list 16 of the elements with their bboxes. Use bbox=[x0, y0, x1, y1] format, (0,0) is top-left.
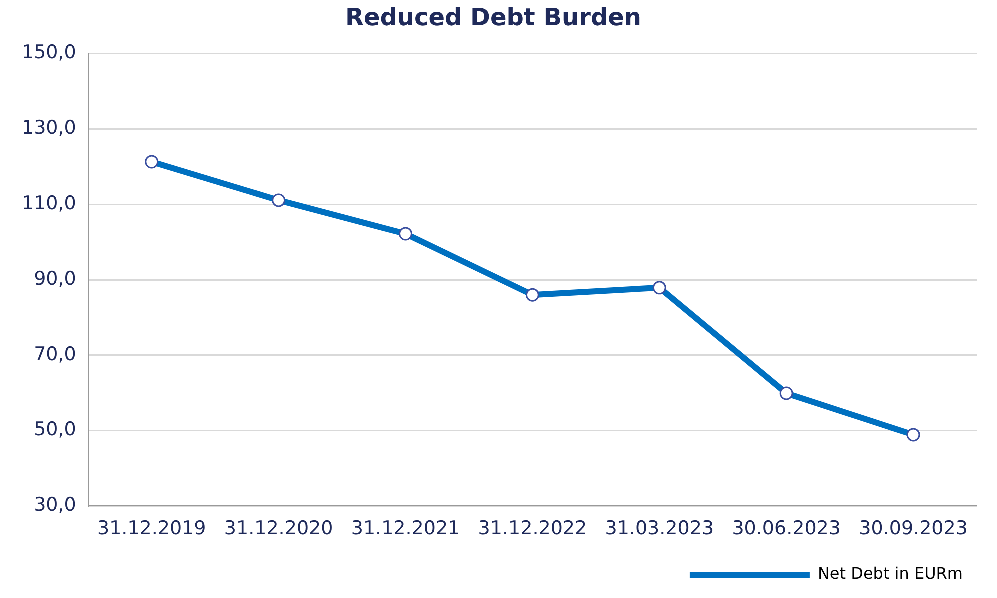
y-tick-label: 110,0 bbox=[22, 192, 76, 215]
x-tick-label: 31.12.2019 bbox=[97, 518, 206, 540]
y-tick-label: 130,0 bbox=[22, 117, 76, 140]
x-tick-label: 30.09.2023 bbox=[859, 518, 968, 540]
y-tick-label: 90,0 bbox=[34, 268, 76, 290]
y-tick-label: 30,0 bbox=[34, 494, 76, 516]
chart-title: Reduced Debt Burden bbox=[345, 4, 642, 32]
text: Net Debt in EURm bbox=[818, 564, 963, 584]
x-tick-label: 31.12.2020 bbox=[224, 518, 334, 540]
x-tick-label: 31.12.2022 bbox=[478, 518, 588, 540]
x-tick-label: 31.03.2023 bbox=[605, 518, 714, 540]
y-tick-label: 50,0 bbox=[34, 418, 76, 441]
x-tick-label: 31.12.2021 bbox=[351, 518, 460, 540]
y-tick-label: 70,0 bbox=[34, 343, 76, 366]
x-tick-label: 30.06.2023 bbox=[732, 518, 841, 540]
y-tick-label: 150,0 bbox=[22, 42, 76, 64]
